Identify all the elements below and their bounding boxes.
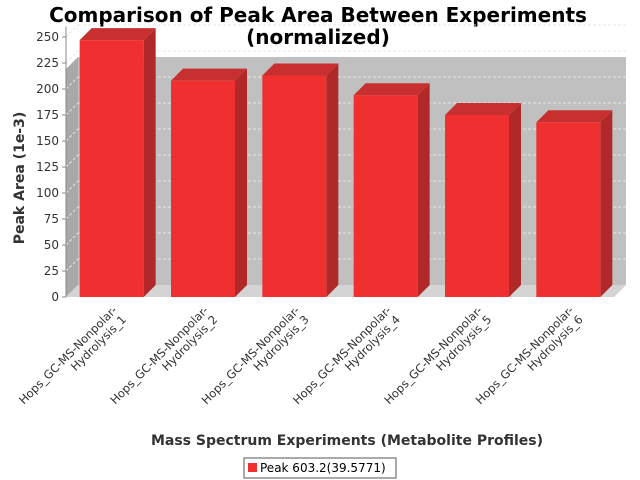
bar-side	[326, 63, 339, 298]
bar-side	[235, 68, 247, 298]
legend-box	[243, 457, 397, 479]
y-tick-label: 25	[44, 264, 59, 278]
legend-swatch	[248, 463, 257, 472]
bar	[171, 68, 247, 298]
gridline-wall	[65, 128, 79, 142]
y-axis-label: Peak Area (1e-3)	[12, 112, 28, 245]
bar-side	[509, 103, 521, 297]
y-axis: 0 25 50 75 100 125 150 175 200 225 250	[36, 26, 67, 304]
x-axis: Hops_GC-MS-Nonpolar-Hydrolysis_1Hops_GC-…	[16, 303, 586, 407]
legend: Peak 603.2(39.5771)	[243, 457, 397, 479]
bar-top	[171, 68, 247, 81]
y-tick-label: 150	[36, 134, 59, 148]
chart-title-line2: (normalized)	[246, 25, 390, 49]
y-tick-label: 175	[36, 108, 59, 122]
y-tick-label: 100	[36, 186, 59, 200]
bars	[79, 28, 613, 298]
chart-title-line1: Comparison of Peak Area Between Experime…	[49, 3, 587, 27]
bar	[445, 103, 521, 297]
bar-top	[262, 63, 339, 76]
gridline-wall	[65, 76, 79, 90]
y-tick-label: 0	[51, 290, 59, 304]
y-tick-label: 125	[36, 160, 59, 174]
bar-side	[600, 110, 613, 297]
y-tick-label: 200	[36, 82, 59, 96]
bar-front	[262, 75, 327, 297]
bar-front	[445, 115, 509, 297]
bar	[262, 63, 339, 298]
y-tick-label: 50	[44, 238, 59, 252]
gridline-wall	[65, 24, 79, 38]
x-tick-label-line: Hops_GC-MS-Nonpolar-	[16, 303, 120, 407]
legend-label: Peak 603.2(39.5771)	[260, 461, 386, 475]
bar-top	[79, 28, 156, 41]
bar-front	[171, 80, 235, 298]
bar-front	[353, 95, 418, 298]
bar-top	[536, 110, 613, 123]
y-tick-label: 250	[36, 30, 59, 44]
bar-top	[445, 103, 521, 115]
gridline-wall	[65, 102, 79, 116]
gridline-wall	[65, 154, 79, 168]
gridline-wall	[65, 258, 79, 272]
bar-side	[417, 83, 430, 298]
gridline-wall	[65, 50, 79, 64]
bar-front	[79, 40, 144, 298]
bar-front	[536, 122, 601, 297]
x-axis-label: Mass Spectrum Experiments (Metabolite Pr…	[151, 433, 543, 449]
y-tick-label: 75	[44, 212, 59, 226]
bar-side	[143, 28, 156, 298]
bar	[79, 28, 156, 298]
gridline-wall	[65, 232, 79, 246]
gridline-wall	[65, 206, 79, 220]
y-tick-label: 225	[36, 56, 59, 70]
bar-top	[353, 83, 430, 96]
bar	[353, 83, 430, 298]
plot-left-wall	[66, 57, 78, 297]
gridline-wall	[65, 180, 79, 194]
gridlines	[65, 24, 626, 272]
bar	[536, 110, 613, 297]
